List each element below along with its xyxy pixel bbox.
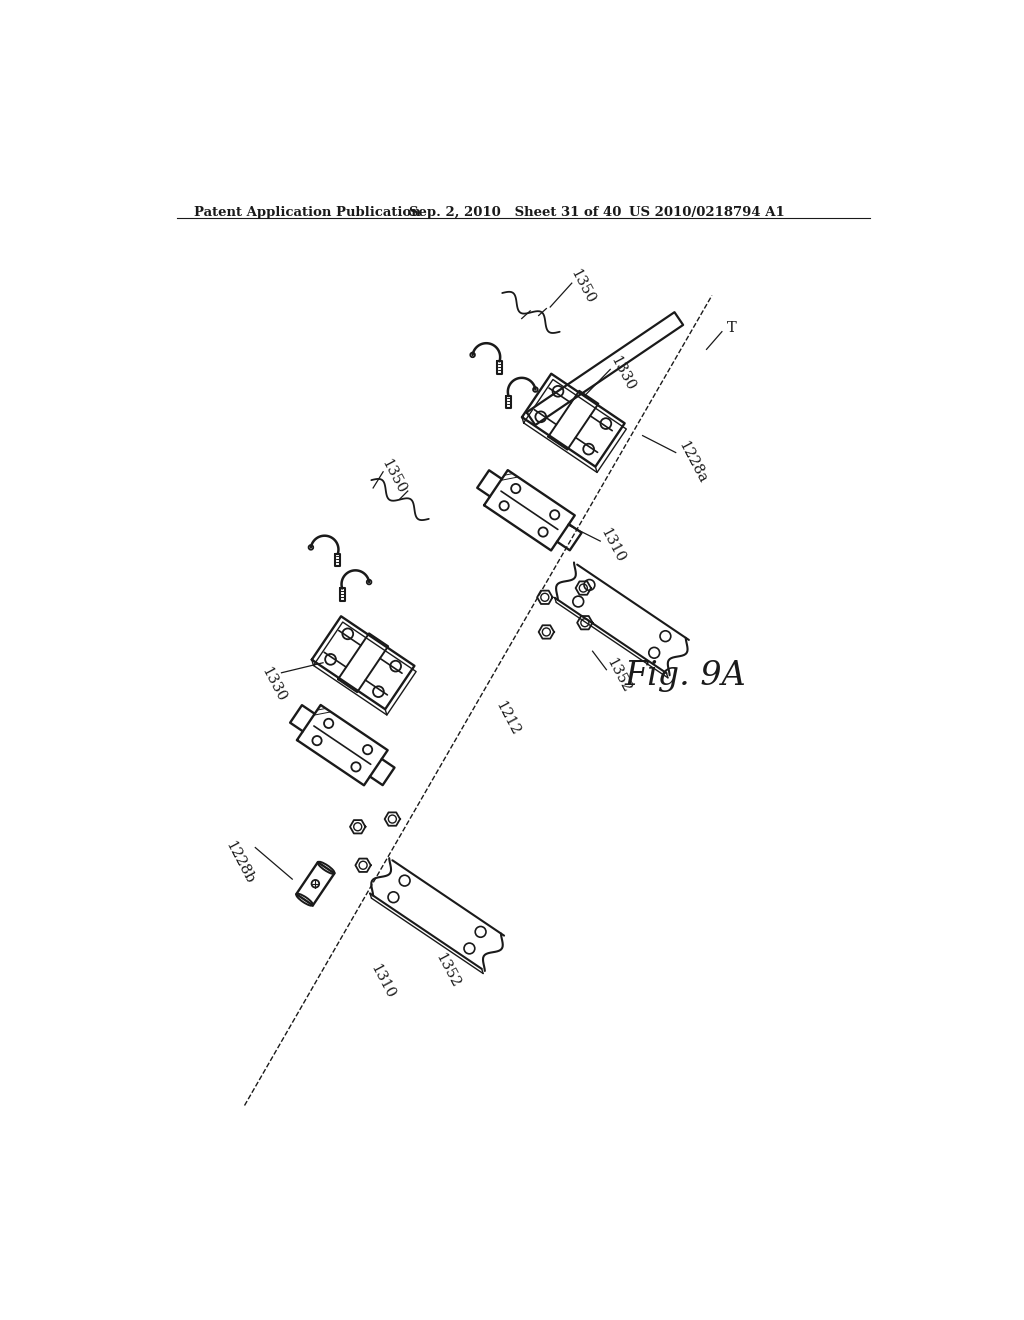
Text: 1212: 1212 bbox=[493, 698, 522, 738]
Text: 1228b: 1228b bbox=[223, 840, 257, 886]
Text: Sep. 2, 2010   Sheet 31 of 40: Sep. 2, 2010 Sheet 31 of 40 bbox=[410, 206, 622, 219]
Text: 1352: 1352 bbox=[432, 950, 462, 990]
Text: 1352: 1352 bbox=[604, 656, 634, 694]
Text: 1330: 1330 bbox=[608, 354, 638, 393]
Text: 1350: 1350 bbox=[379, 457, 409, 496]
Text: 1350: 1350 bbox=[567, 267, 597, 306]
Text: 1330: 1330 bbox=[258, 665, 288, 705]
Text: T: T bbox=[727, 321, 737, 335]
Text: 1310: 1310 bbox=[368, 962, 397, 1002]
Text: US 2010/0218794 A1: US 2010/0218794 A1 bbox=[629, 206, 784, 219]
Text: Fig. 9A: Fig. 9A bbox=[625, 660, 746, 692]
Text: Patent Application Publication: Patent Application Publication bbox=[194, 206, 421, 219]
Text: 1310: 1310 bbox=[598, 527, 628, 565]
Text: 1228a: 1228a bbox=[676, 438, 710, 486]
